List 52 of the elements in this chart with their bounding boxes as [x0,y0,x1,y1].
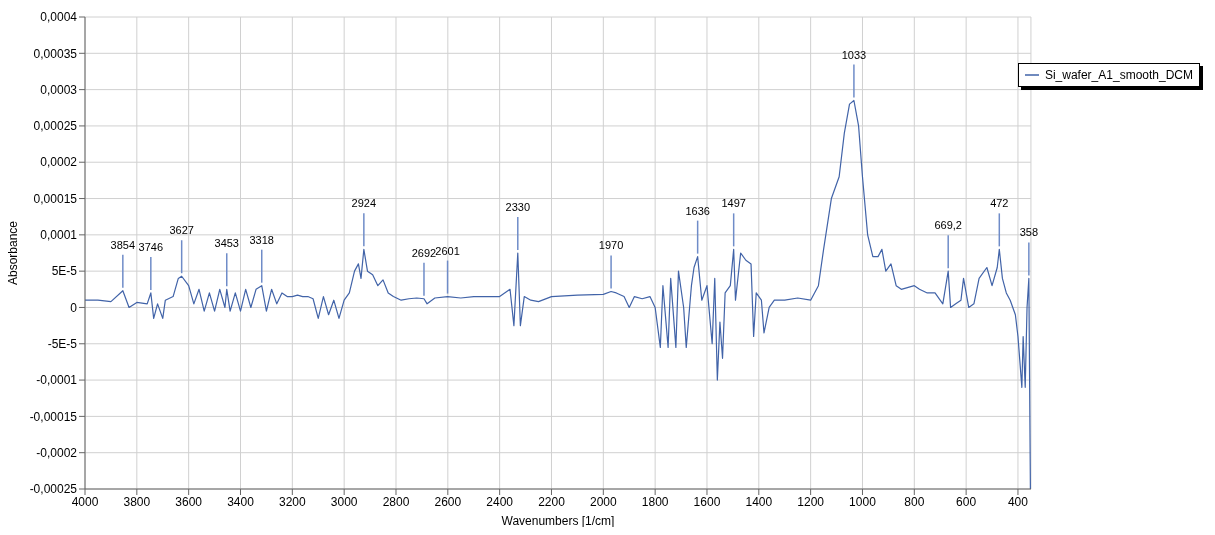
y-axis-title: Absorbance [6,220,21,286]
y-tick-label: -0,00015 [29,409,78,424]
annotation: 2924 [351,197,377,210]
annotation: 358 [1019,226,1039,239]
x-tick-label: 1000 [849,494,877,509]
annotation: 3854 [110,238,136,251]
annotation: 1636 [685,204,710,217]
y-tick-label: -0,00025 [29,482,78,497]
x-tick-label: 2000 [589,494,617,509]
x-tick-label: 3400 [227,494,255,509]
annotation: 2330 [505,201,531,213]
x-tick-label: 800 [904,494,925,509]
x-tick-label: 600 [956,494,977,509]
y-tick-label: 0,0004 [40,10,78,25]
x-tick-label: 2200 [538,494,566,509]
x-tick-label: 3600 [175,494,203,509]
annotation: 472 [990,197,1009,210]
x-tick-label: 3200 [278,494,306,509]
legend-label: Si_wafer_A1_smooth_DCM [1044,68,1193,82]
x-tick-label: 1600 [693,494,721,509]
x-tick-label: 1400 [745,494,773,509]
y-tick-label: 0,00025 [33,119,78,134]
y-tick-label: 0,00015 [33,191,78,206]
x-tick-label: 2600 [434,494,462,509]
y-tick-label: 0 [70,300,78,315]
y-tick-label: -0,0002 [36,445,78,460]
x-tick-label: 2400 [486,494,514,509]
y-tick-label: -0,0001 [36,373,78,388]
annotation: 3453 [214,237,239,250]
x-tick-label: 2800 [382,494,410,509]
y-tick-label: -5E-5 [47,337,78,352]
x-axis-title: Wavenumbers [1/cm] [501,514,615,528]
annotation: 3746 [138,240,164,253]
y-tick-label: 0,0003 [40,82,78,97]
x-tick-label: 1800 [641,494,669,509]
annotation: 3627 [169,224,194,237]
annotation: 3318 [249,233,274,246]
annotation: 1970 [598,239,624,252]
y-tick-label: 5E-5 [51,264,78,279]
annotation: 1497 [721,197,746,210]
x-tick-label: 1200 [797,494,825,509]
x-tick-label: 400 [1007,494,1029,509]
y-tick-label: 0,0001 [40,228,78,243]
x-tick-label: 4000 [71,494,99,509]
x-tick-label: 3000 [330,494,358,509]
annotation: 1033 [841,48,867,61]
y-tick-label: 0,00035 [33,46,78,61]
x-tick-label: 3800 [123,494,151,509]
annotation: 2601 [435,244,460,257]
annotation: 2692 [411,246,437,259]
annotation: 669,2 [934,219,962,232]
y-tick-label: 0,0002 [40,155,78,170]
